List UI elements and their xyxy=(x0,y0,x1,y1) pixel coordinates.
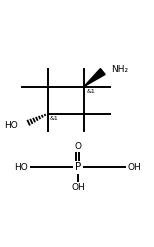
Polygon shape xyxy=(84,68,105,86)
Text: &1: &1 xyxy=(86,89,95,94)
Text: OH: OH xyxy=(71,183,85,192)
Text: NH₂: NH₂ xyxy=(111,65,128,74)
Text: O: O xyxy=(74,143,81,151)
Text: P: P xyxy=(75,162,81,172)
Text: HO: HO xyxy=(4,121,18,129)
Text: OH: OH xyxy=(128,163,141,172)
Text: &1: &1 xyxy=(50,116,59,121)
Text: HO: HO xyxy=(14,163,28,172)
